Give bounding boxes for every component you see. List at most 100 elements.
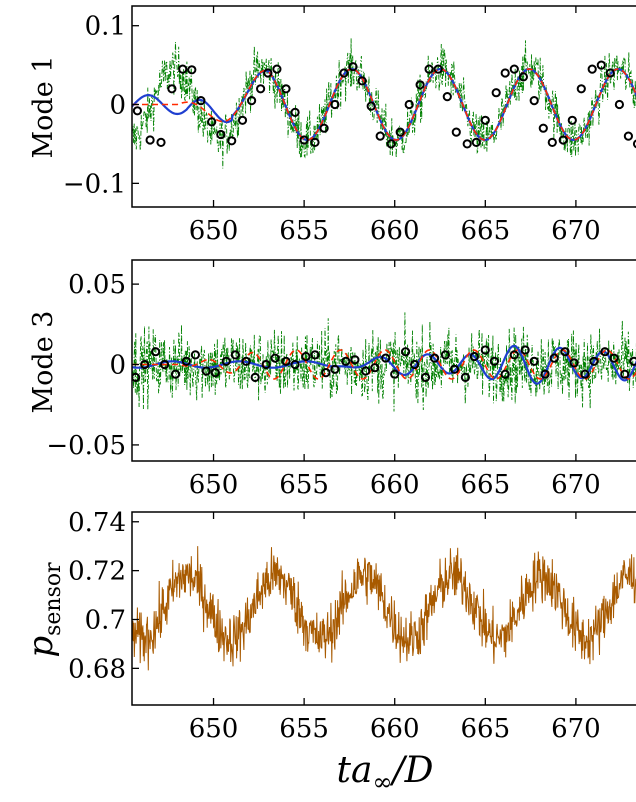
mode1-sample-point	[596, 60, 606, 70]
mode3-sample-point	[381, 353, 391, 363]
mode3-sample-point	[460, 372, 470, 382]
mode1-sample-point	[145, 135, 155, 145]
mode3-sample-point	[560, 347, 570, 357]
mode1-sample-point	[366, 101, 376, 111]
mode1-sample-point	[348, 62, 358, 72]
mode1-sample-point	[491, 88, 501, 98]
mode3-sample-point	[609, 353, 619, 363]
psensor-axes-frame	[131, 511, 636, 706]
mode3-sample-point	[350, 355, 360, 365]
mode3-ytick-label: 0	[109, 351, 126, 381]
psensor-xtick-label: 670	[551, 714, 601, 744]
mode3-axes-frame	[131, 259, 636, 462]
mode3-sample-point	[500, 369, 510, 379]
mode1-sample-point	[415, 80, 425, 90]
psensor-xtick-label: 650	[189, 714, 239, 744]
mode1-sample-point	[339, 68, 349, 78]
x-axis-label-rest: /D	[389, 750, 433, 791]
mode3-sample-point	[230, 350, 240, 360]
mode1-sample-point	[547, 137, 557, 147]
mode3-sample-point	[440, 350, 450, 360]
mode1-sample-point	[207, 117, 217, 127]
mode1-sample-point	[462, 139, 472, 149]
mode3-sample-point	[580, 369, 590, 379]
mode3-sample-point	[330, 364, 340, 374]
mode3-sample-point	[509, 350, 519, 360]
mode3-sample-point	[390, 369, 400, 379]
mode1-sample-point	[386, 139, 396, 149]
mode1-sample-point	[451, 127, 461, 137]
mode3-sample-point	[132, 372, 141, 382]
mode1-sample-point	[310, 137, 320, 147]
mode3-sample-point	[629, 356, 636, 366]
mode3-ytick-label: −0.05	[46, 431, 126, 461]
mode1-sample-point	[529, 96, 539, 106]
mode3-sample-point	[361, 366, 371, 376]
mode3-sample-point	[430, 353, 440, 363]
mode1-xtick-label: 650	[189, 216, 239, 246]
x-axis-label-ta: ta	[337, 750, 373, 791]
psensor-ytick-label: 0.72	[68, 557, 126, 587]
mode1-plot-area	[132, 38, 636, 169]
mode3-sample-point	[410, 359, 420, 370]
mode3-sample-point	[549, 353, 559, 363]
mode1-sample-point	[632, 139, 636, 149]
mode3-sample-point	[420, 372, 431, 382]
mode1-ticks: 650 655 660 665 670 0.1 0 −0.1	[63, 6, 601, 246]
mode1-sample-point	[576, 84, 586, 94]
mode3-sample-point	[140, 359, 150, 370]
mode1-sample-point	[132, 106, 142, 116]
mode1-sample-point	[587, 64, 597, 74]
mode1-sample-point	[330, 99, 340, 110]
mode3-sample-point	[290, 359, 300, 370]
mode1-sample-point	[196, 96, 206, 106]
mode1-sample-point	[247, 96, 257, 106]
mode3-sample-point	[241, 356, 251, 366]
mode1-sample-point	[395, 127, 405, 137]
mode3-sample-point	[401, 347, 411, 357]
mode3-sample-point	[520, 345, 530, 355]
mode1-reconstruction-series	[132, 67, 636, 142]
mode3-sample-point	[469, 351, 479, 362]
mode3-sample-point	[250, 372, 260, 382]
mode3-ticks: 650 655 660 665 670 0.05 0 −0.05	[46, 260, 601, 500]
psensor-ytick-label: 0.74	[68, 508, 126, 538]
mode1-sample-point	[538, 123, 548, 133]
psensor-plot-area	[132, 546, 636, 671]
mode3-sample-point	[370, 363, 380, 373]
mode1-xtick-label: 670	[551, 216, 601, 246]
mode1-sample-point	[237, 115, 248, 125]
mode3-sample-point	[449, 364, 460, 374]
mode1-reference-series	[132, 68, 636, 141]
mode3-sample-point	[589, 356, 599, 366]
mode3-xtick-label: 650	[189, 470, 239, 500]
mode3-plot-area	[132, 312, 636, 412]
mode1-sample-point	[375, 131, 385, 141]
psensor-signal-series	[132, 546, 636, 671]
mode3-sample-point	[489, 356, 499, 366]
mode1-sample-point	[178, 64, 188, 74]
mode3-sample-point	[210, 368, 220, 378]
mode1-xtick-label: 655	[279, 216, 329, 246]
mode1-xtick-label: 660	[370, 216, 420, 246]
mode1-sample-point	[500, 68, 510, 78]
mode1-sample-point	[281, 84, 291, 94]
mode1-sample-point	[433, 64, 443, 74]
mode3-sample-point	[261, 359, 271, 370]
mode1-sample-point	[187, 65, 197, 75]
psensor-xtick-label: 660	[370, 714, 420, 744]
mode3-sample-point	[221, 356, 231, 366]
mode1-ylabel: Mode 1	[28, 56, 59, 159]
mode3-xtick-label: 660	[370, 470, 420, 500]
mode3-sample-point	[270, 353, 280, 363]
mode1-sample-point	[290, 107, 300, 118]
mode1-xtick-label: 665	[460, 216, 510, 246]
mode1-sample-point	[256, 84, 266, 94]
mode3-sample-point	[281, 356, 291, 366]
mode1-sample-point	[319, 123, 329, 133]
mode3-xtick-label: 655	[279, 470, 329, 500]
mode1-sample-point	[227, 136, 237, 146]
mode1-sample-point	[605, 68, 615, 78]
mode3-sample-point	[529, 356, 539, 366]
